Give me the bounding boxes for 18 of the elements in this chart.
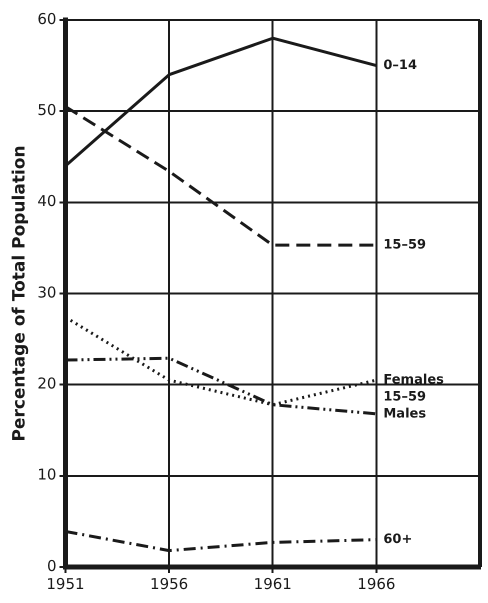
y-tick-label: 10: [37, 466, 56, 484]
x-tick-label: 1956: [150, 574, 188, 593]
annotation: 15–59: [383, 389, 426, 404]
y-tick-label: 60: [37, 10, 56, 28]
series-label: Males: [383, 406, 426, 422]
y-tick-label: 40: [37, 192, 56, 210]
series-label: Females: [383, 372, 444, 388]
x-tick-label: 1961: [254, 574, 292, 593]
y-tick-label: 0: [46, 556, 56, 575]
series-label: 15–59: [383, 238, 426, 253]
series-label: 0–14: [383, 58, 418, 73]
y-tick-label: 50: [37, 101, 56, 120]
x-tick-label: 1966: [357, 574, 396, 593]
x-tick-label: 1951: [46, 574, 85, 593]
y-tick-label: 30: [37, 283, 56, 302]
series-label: 60+: [383, 532, 412, 548]
y-tick-label: 20: [37, 374, 56, 393]
y-axis-title: Percentage of Total Population: [10, 145, 30, 442]
